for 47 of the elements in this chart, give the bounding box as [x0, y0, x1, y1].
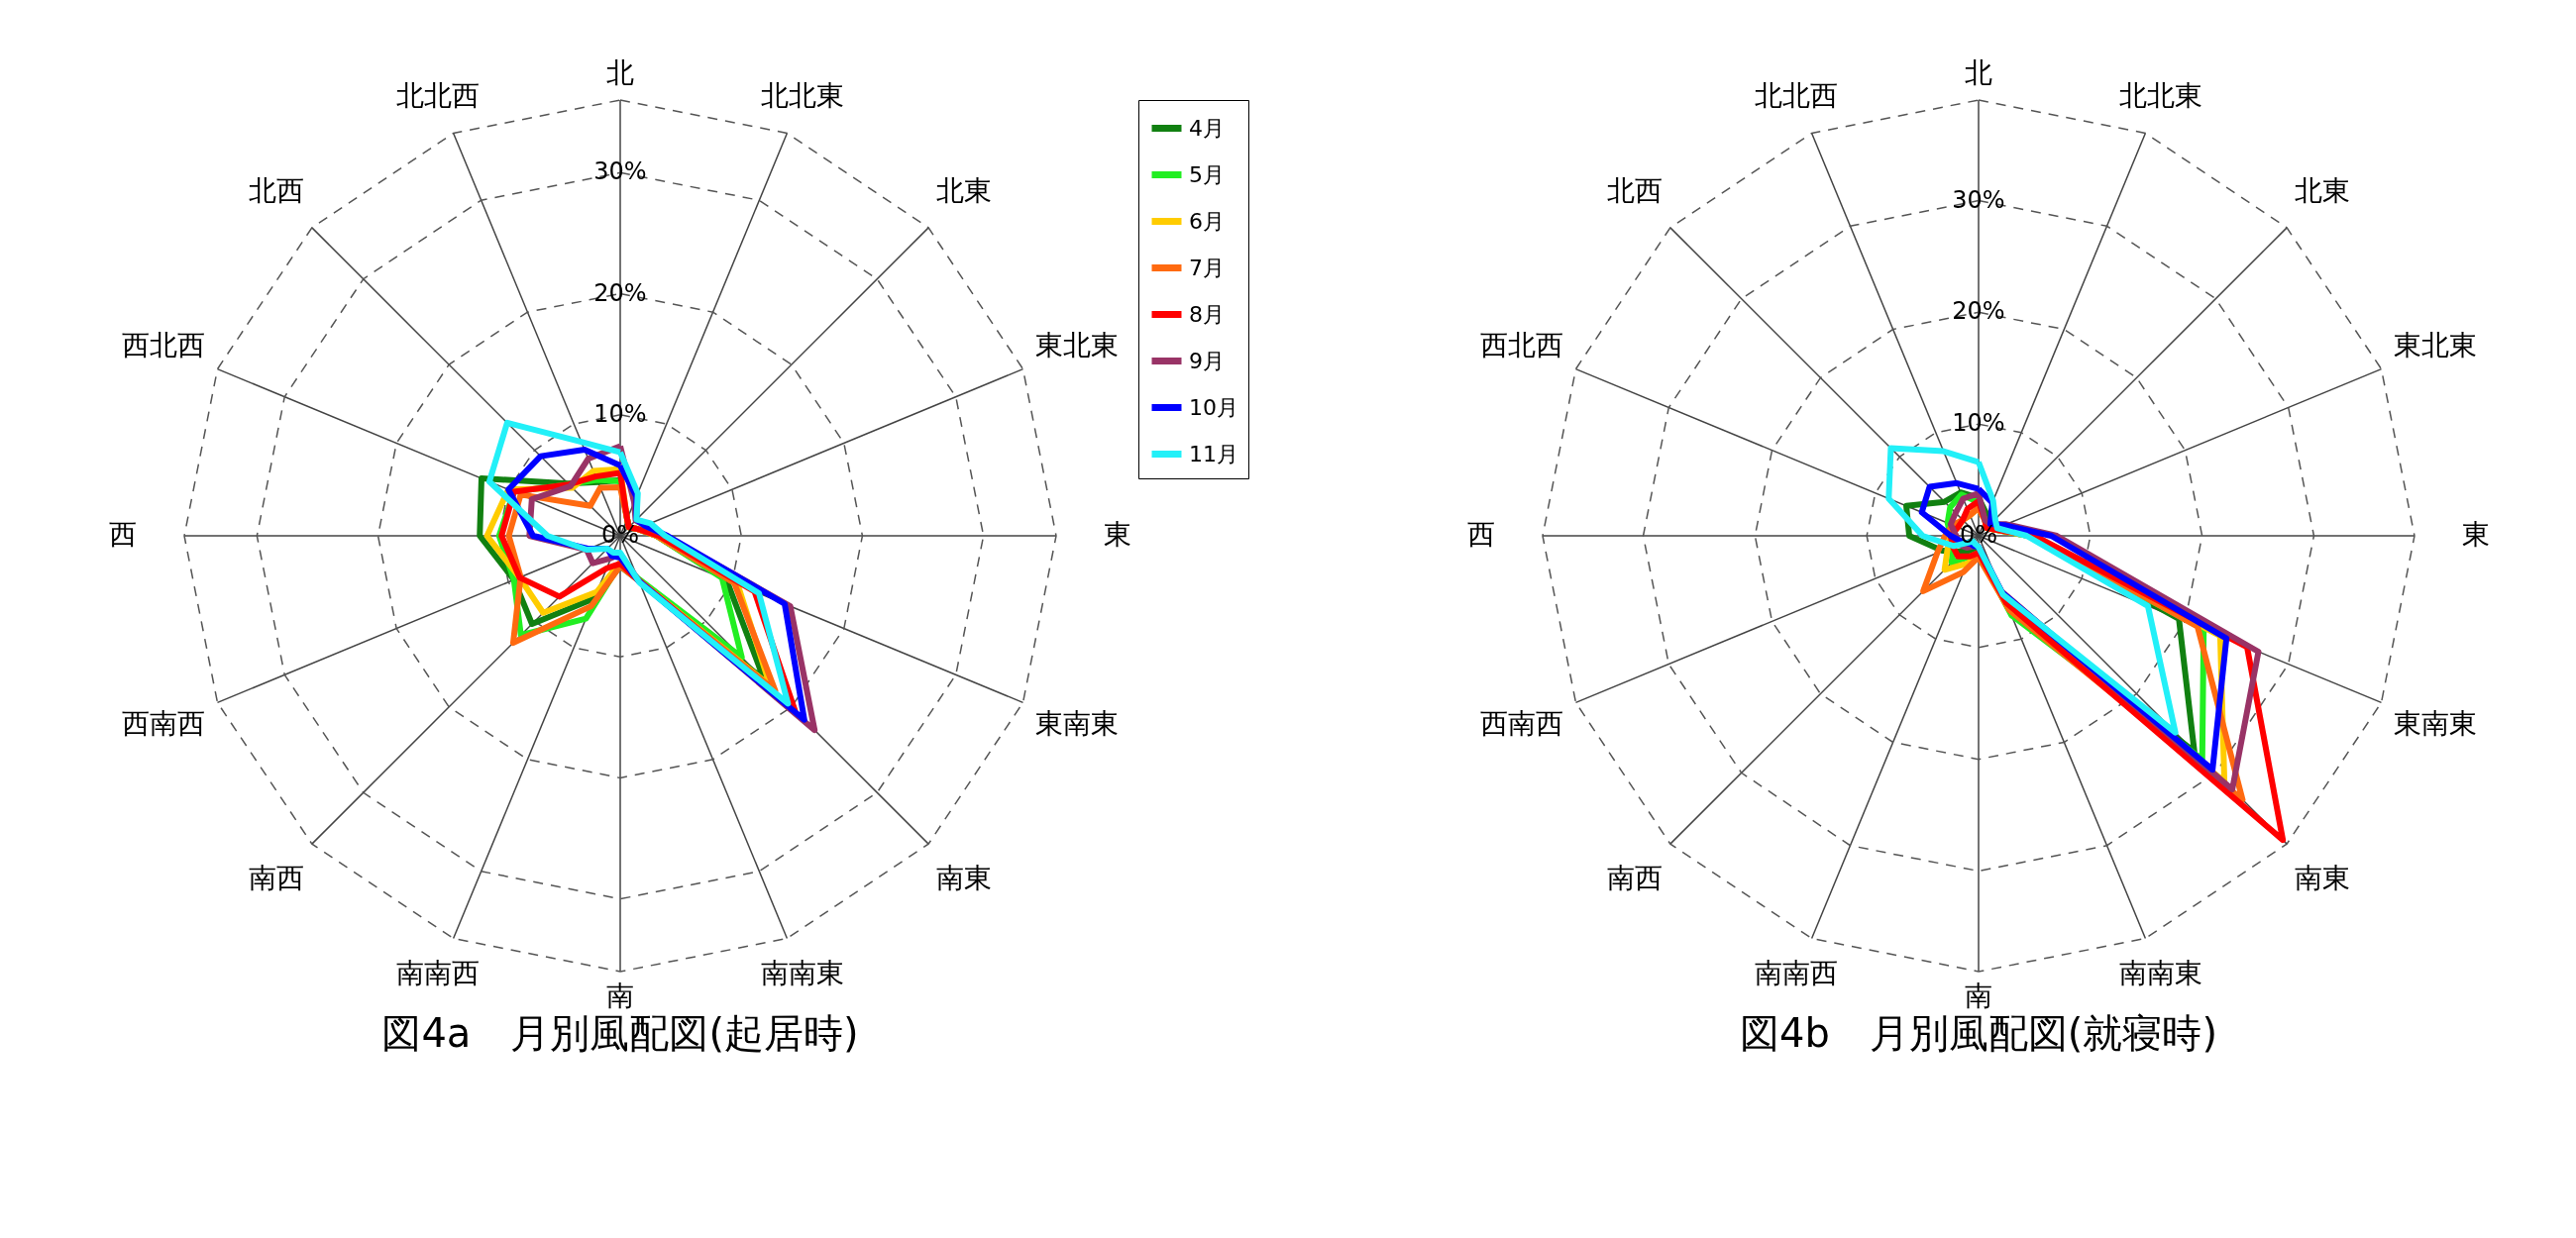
legend-label: 6月	[1189, 208, 1225, 234]
spoke-label: 西	[1467, 518, 1496, 551]
spoke-label: 西北西	[1480, 329, 1564, 362]
spoke-label: 北東	[2295, 173, 2351, 207]
spoke-label: 北西	[248, 173, 304, 207]
spoke-label: 東北東	[1034, 329, 1119, 362]
spoke-label: 南	[606, 980, 634, 1013]
spoke-label: 東	[2461, 518, 2490, 551]
spoke-label: 東北東	[2393, 329, 2477, 362]
y-tick-label: 20%	[1952, 297, 2005, 326]
spoke-label: 南南東	[760, 957, 844, 990]
legend-label: 11月	[1189, 441, 1238, 466]
legend-label: 9月	[1189, 348, 1225, 373]
legend-label: 5月	[1189, 161, 1225, 187]
spoke-label: 西南西	[1480, 706, 1564, 740]
spoke-label: 北西	[1606, 173, 1663, 207]
spoke-label: 南	[1965, 980, 1992, 1013]
spoke-label: 西	[109, 518, 138, 551]
y-tick-label: 30%	[593, 157, 647, 186]
spoke-label: 南東	[936, 862, 993, 895]
y-tick-label: 10%	[1952, 409, 2005, 438]
legend-label: 10月	[1189, 394, 1238, 420]
spoke-label: 西北西	[122, 329, 206, 362]
spoke-label: 北北西	[396, 78, 481, 112]
legend-label: 8月	[1189, 301, 1225, 327]
text: 図4b 月別風配図(就寝時)	[1739, 1010, 2218, 1057]
spoke-label: 南南西	[396, 957, 481, 990]
spoke-label: 南東	[2295, 862, 2351, 895]
spoke-label: 北	[1965, 55, 1992, 89]
spoke-label: 北北東	[2118, 78, 2202, 112]
text: 図4a 月別風配図(起居時)	[381, 1010, 859, 1057]
spoke-label: 北北西	[1755, 78, 1839, 112]
spoke-label: 東南東	[2393, 706, 2477, 740]
spoke-label: 北北東	[760, 78, 844, 112]
spoke-label: 南西	[1606, 862, 1663, 895]
spoke-label: 北	[606, 55, 634, 89]
spoke-label: 南南東	[2118, 957, 2202, 990]
spoke-label: 東南東	[1034, 706, 1119, 740]
legend-label: 7月	[1189, 255, 1225, 280]
spoke-label: 南南西	[1755, 957, 1839, 990]
spoke-label: 南西	[248, 862, 304, 895]
spoke-label: 北東	[936, 173, 993, 207]
spoke-label: 東	[1103, 518, 1131, 551]
spoke-label: 西南西	[122, 706, 206, 740]
y-tick-label: 30%	[1952, 185, 2005, 214]
y-tick-label: 20%	[593, 278, 647, 307]
legend-label: 4月	[1189, 115, 1225, 141]
